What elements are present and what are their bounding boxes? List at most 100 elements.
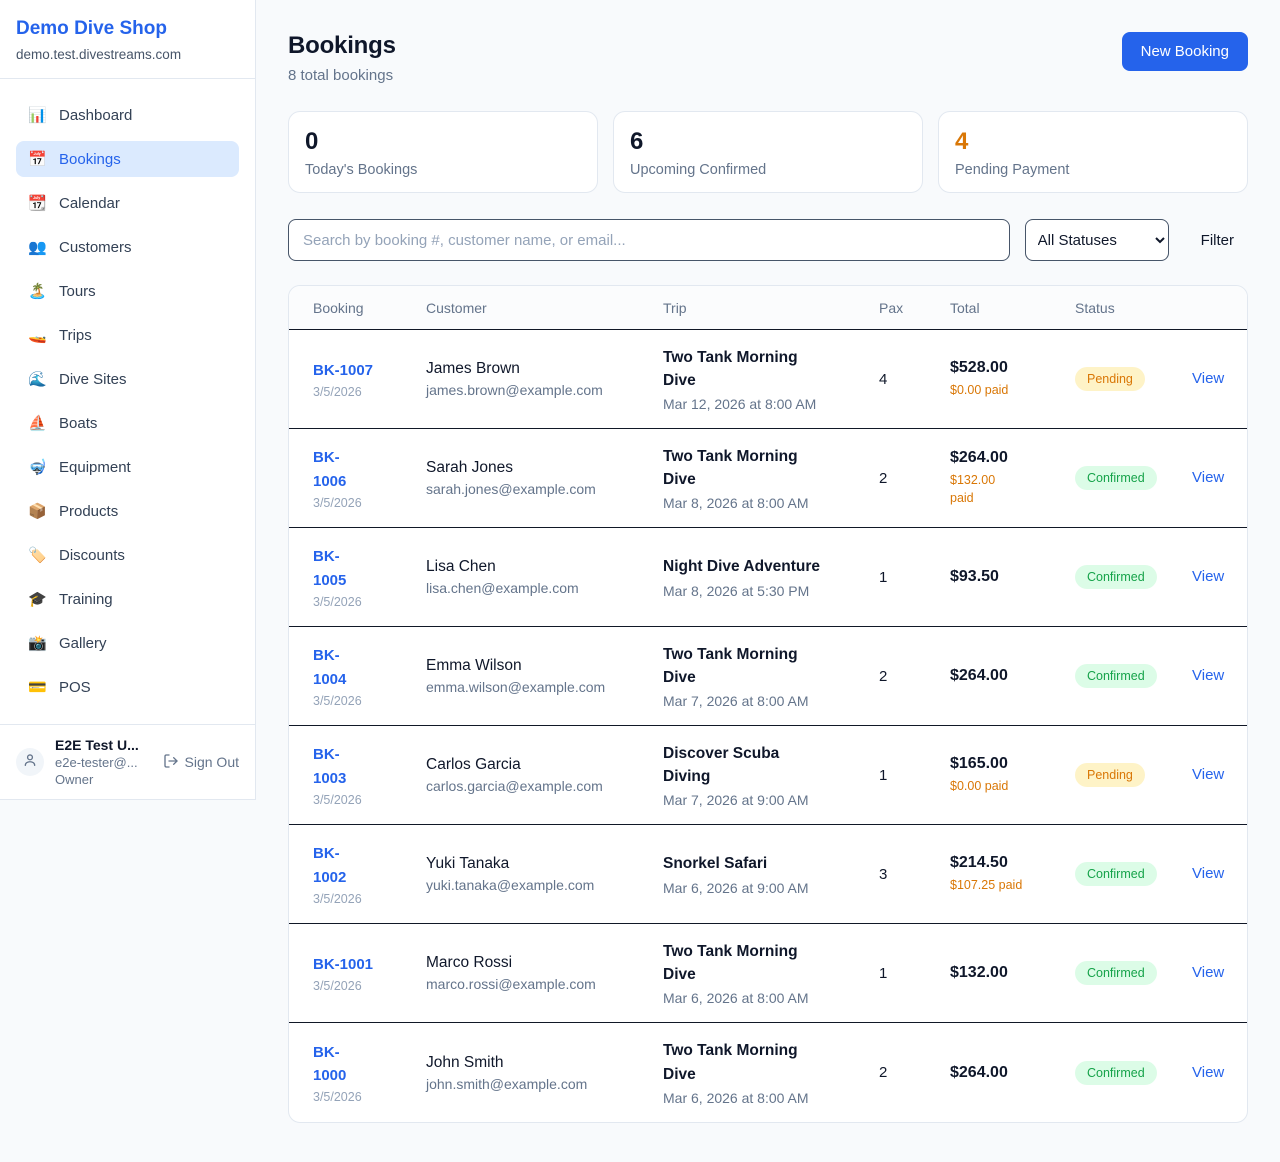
sidebar-item-boats[interactable]: ⛵ Boats	[28, 414, 98, 432]
new-booking-button[interactable]: New Booking	[1121, 32, 1248, 71]
bar-chart-icon: 📊	[28, 106, 47, 124]
customer-email: marco.rossi@example.com	[426, 976, 596, 992]
sidebar: Demo Dive Shop demo.test.divestreams.com…	[0, 0, 256, 800]
sidebar-item-training[interactable]: 🎓 Training	[28, 590, 113, 608]
filter-button[interactable]: Filter	[1187, 232, 1248, 249]
booking-id-link[interactable]: BK-1001	[313, 955, 374, 973]
trip-name: Two Tank Morning Dive	[663, 645, 798, 686]
paid-amount: $0.00 paid	[950, 382, 1009, 397]
booking-date: 3/5/2026	[313, 495, 362, 510]
graduation-cap-icon: 🎓	[28, 590, 47, 608]
sidebar-item-trips[interactable]: 🚤 Trips	[28, 326, 92, 344]
booking-date: 3/5/2026	[313, 979, 362, 994]
status-badge: Pending	[1075, 763, 1145, 787]
view-link[interactable]: View	[1192, 766, 1225, 783]
sidebar-item-tours[interactable]: 🏝️ Tours	[28, 282, 96, 300]
sidebar-item-gallery[interactable]: 📸 Gallery	[28, 634, 107, 652]
table-row: BK- 1000 3/5/2026 John Smith john.smith@e…	[289, 1023, 1247, 1122]
pax-count: 4	[879, 370, 888, 388]
stat-label: Pending Payment	[955, 162, 1070, 179]
sidebar-item-products[interactable]: 📦 Products	[28, 502, 119, 520]
pax-count: 2	[879, 469, 888, 487]
credit-card-icon: 💳	[28, 678, 47, 696]
sidebar-item-dive-sites[interactable]: 🌊 Dive Sites	[28, 370, 127, 388]
customer-email: sarah.jones@example.com	[426, 481, 596, 497]
sidebar-item-dashboard[interactable]: 📊 Dashboard	[28, 106, 133, 124]
table-header-row: Booking Customer Trip Pax Total Status	[289, 286, 1247, 330]
total-amount: $264.00	[950, 448, 1008, 466]
status-badge: Confirmed	[1075, 466, 1157, 490]
speedboat-icon: 🚤	[28, 326, 47, 344]
status-badge: Confirmed	[1075, 1060, 1157, 1085]
table-row: BK-1007 3/5/2026 James Brown james.brown…	[289, 330, 1247, 429]
trip-datetime: Mar 8, 2026 at 8:00 AM	[663, 495, 809, 512]
table-row: BK- 1003 3/5/2026 Carlos Garcia carlos.ga…	[289, 726, 1247, 825]
trip-name: Discover Scuba Diving	[663, 744, 780, 785]
sidebar-item-discounts[interactable]: 🏷️ Discounts	[28, 546, 125, 564]
shop-name: Demo Dive Shop	[16, 18, 167, 39]
sidebar-item-customers[interactable]: 👥 Customers	[28, 238, 132, 256]
trip-name: Two Tank Morning Dive	[663, 942, 798, 983]
view-link[interactable]: View	[1192, 568, 1225, 585]
sidebar-item-pos[interactable]: 💳 POS	[28, 678, 91, 696]
column-header-customer: Customer	[426, 299, 487, 316]
booking-id-link[interactable]: BK- 1002	[313, 845, 347, 886]
trip-name: Snorkel Safari	[663, 855, 768, 873]
status-badge: Pending	[1075, 367, 1145, 391]
booking-id-link[interactable]: BK- 1003	[313, 746, 347, 787]
sidebar-header: Demo Dive Shop demo.test.divestreams.com	[0, 0, 255, 79]
page-title: Bookings	[288, 32, 396, 59]
person-icon	[22, 752, 38, 773]
customer-email: john.smith@example.com	[426, 1075, 588, 1092]
booking-id-link[interactable]: BK-1007	[313, 361, 374, 379]
user-role: Owner	[55, 772, 94, 787]
stats-row: 0 Today's Bookings 6 Upcoming Confirmed …	[288, 111, 1248, 193]
customer-email: yuki.tanaka@example.com	[426, 877, 595, 893]
pax-count: 2	[879, 1064, 888, 1081]
table-row: BK- 1004 3/5/2026 Emma Wilson emma.wilson…	[289, 627, 1247, 726]
customer-name: Sarah Jones	[426, 459, 514, 476]
booking-id-link[interactable]: BK- 1004	[313, 647, 347, 688]
booking-date: 3/5/2026	[313, 385, 362, 400]
column-header-booking: Booking	[313, 299, 364, 316]
view-link[interactable]: View	[1192, 667, 1225, 684]
view-link[interactable]: View	[1192, 964, 1225, 981]
customer-name: Carlos Garcia	[426, 756, 521, 773]
sign-out-button[interactable]: Sign Out	[163, 753, 239, 772]
trip-name: Two Tank Morning Dive	[663, 1042, 798, 1083]
booking-date: 3/5/2026	[313, 693, 362, 708]
sidebar-item-equipment[interactable]: 🤿 Equipment	[28, 458, 131, 476]
total-amount: $132.00	[950, 964, 1008, 981]
sidebar-item-calendar[interactable]: 📆 Calendar	[28, 194, 120, 212]
trip-name: Two Tank Morning Dive	[663, 348, 798, 389]
view-link[interactable]: View	[1192, 1063, 1225, 1081]
trip-datetime: Mar 6, 2026 at 9:00 AM	[663, 879, 809, 896]
view-link[interactable]: View	[1192, 865, 1225, 882]
user-name: E2E Test U...	[55, 737, 139, 753]
sidebar-item-bookings[interactable]: 📅 Bookings	[16, 141, 239, 177]
stat-value: 6	[630, 128, 644, 155]
booking-id-link[interactable]: BK- 1006	[313, 449, 347, 490]
column-header-total: Total	[950, 299, 980, 316]
stat-card-todays-bookings: 0 Today's Bookings	[288, 111, 598, 193]
view-link[interactable]: View	[1192, 370, 1225, 387]
booking-id-link[interactable]: BK- 1000	[313, 1043, 347, 1084]
customer-name: Marco Rossi	[426, 954, 513, 971]
status-badge: Confirmed	[1075, 862, 1157, 886]
island-icon: 🏝️	[28, 282, 47, 300]
search-input[interactable]	[288, 219, 1010, 261]
status-filter-select[interactable]: All Statuses	[1024, 219, 1169, 261]
tear-off-calendar-icon: 📆	[28, 194, 47, 212]
view-link[interactable]: View	[1192, 469, 1225, 486]
trip-datetime: Mar 6, 2026 at 8:00 AM	[663, 1089, 809, 1106]
bookings-table: Booking Customer Trip Pax Total Status B…	[288, 285, 1248, 1123]
total-amount: $165.00	[950, 754, 1008, 772]
table-row: BK- 1005 3/5/2026 Lisa Chen lisa.chen@exa…	[289, 528, 1247, 627]
wave-icon: 🌊	[28, 370, 47, 388]
customer-name: Yuki Tanaka	[426, 855, 510, 872]
table-body: BK-1007 3/5/2026 James Brown james.brown…	[289, 330, 1247, 1122]
customer-name: Lisa Chen	[426, 558, 496, 575]
pax-count: 3	[879, 865, 888, 883]
booking-id-link[interactable]: BK- 1005	[313, 548, 347, 589]
